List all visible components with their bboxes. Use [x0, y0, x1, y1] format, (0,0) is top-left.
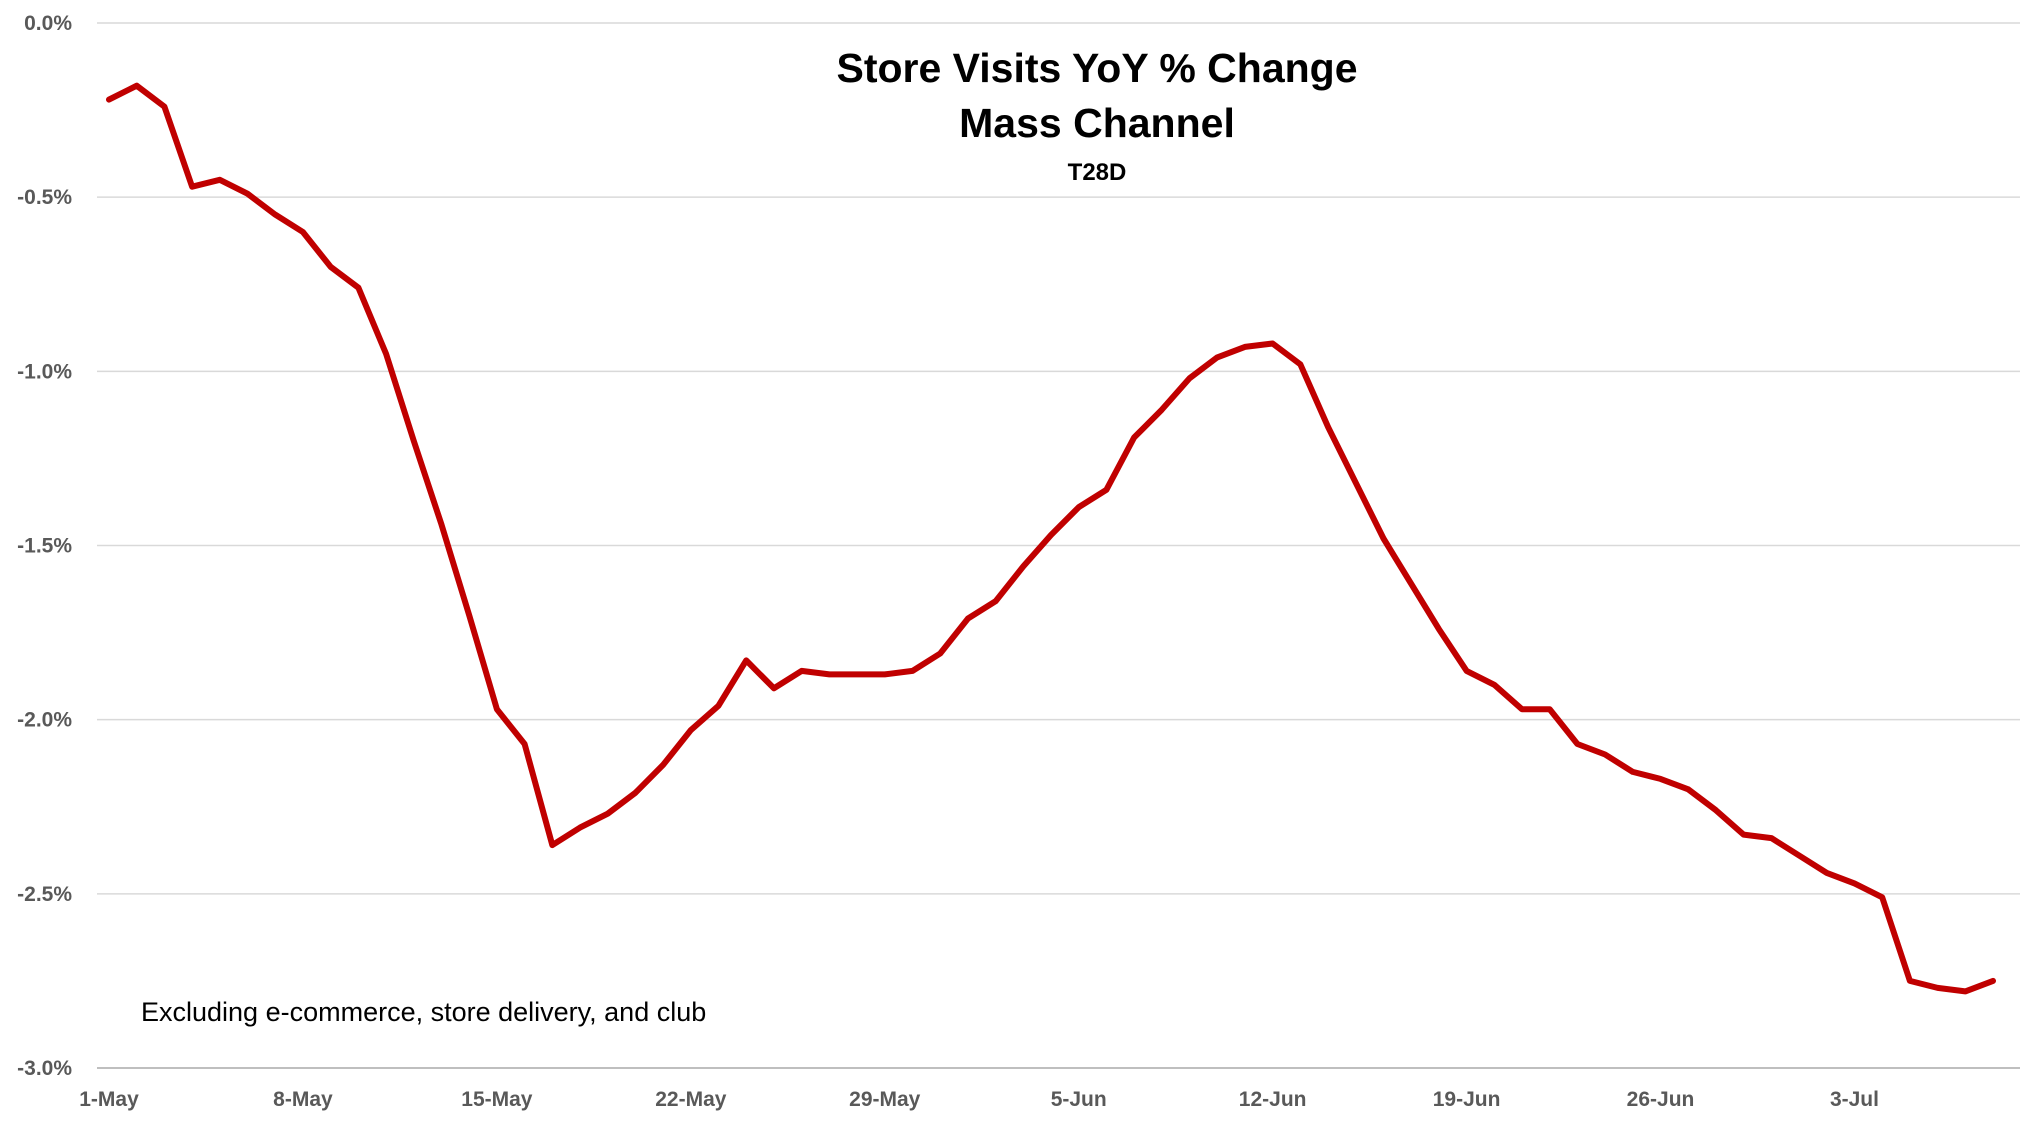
- y-tick-label: -1.0%: [17, 360, 72, 383]
- y-tick-label: -0.5%: [17, 186, 72, 209]
- chart-subtitle: Mass Channel: [959, 100, 1235, 146]
- y-axis-labels: 0.0% -0.5% -1.0% -1.5% -2.0% -2.5% -3.0%: [17, 12, 72, 1080]
- y-tick-label: -1.5%: [17, 535, 72, 558]
- x-tick-label: 15-May: [461, 1088, 533, 1111]
- x-tick-label: 1-May: [79, 1088, 139, 1111]
- series-layer: [106, 82, 1996, 995]
- x-tick-label: 12-Jun: [1239, 1088, 1307, 1111]
- series-line: [106, 82, 1996, 995]
- chart-subtitle-period: T28D: [1068, 159, 1127, 186]
- x-tick-label: 5-Jun: [1051, 1088, 1107, 1111]
- x-tick-label: 19-Jun: [1433, 1088, 1501, 1111]
- gridlines: [97, 22, 2020, 1069]
- chart-annotation: Excluding e-commerce, store delivery, an…: [141, 997, 706, 1027]
- x-tick-label: 22-May: [655, 1088, 727, 1111]
- y-tick-label: -3.0%: [17, 1057, 72, 1080]
- y-tick-label: 0.0%: [24, 12, 72, 35]
- x-tick-label: 8-May: [273, 1088, 333, 1111]
- x-tick-label: 29-May: [849, 1088, 921, 1111]
- chart-title: Store Visits YoY % Change: [836, 45, 1357, 91]
- y-tick-label: -2.5%: [17, 883, 72, 906]
- x-axis-labels: 1-May 8-May 15-May 22-May 29-May 5-Jun 12-Jun 1…: [79, 1088, 1879, 1111]
- y-tick-label: -2.0%: [17, 709, 72, 732]
- x-tick-label: 26-Jun: [1627, 1088, 1695, 1111]
- x-tick-label: 3-Jul: [1830, 1088, 1879, 1111]
